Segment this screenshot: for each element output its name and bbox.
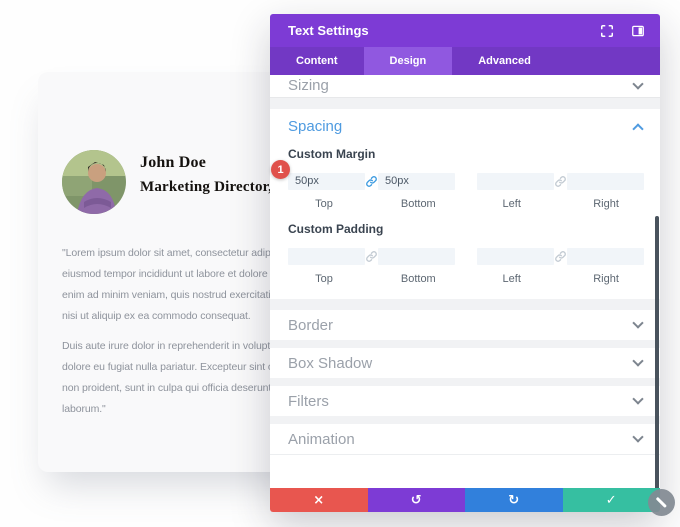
margin-left-label: Left [502, 198, 521, 210]
margin-top-input[interactable] [288, 172, 365, 190]
margin-right-label: Right [593, 198, 619, 210]
custom-padding-field-labels: Top Bottom Left Right [288, 273, 642, 285]
margin-bottom-input[interactable] [378, 172, 455, 190]
quote-line: non proident, sunt in culpa qui officia … [62, 382, 298, 394]
chevron-down-icon [632, 355, 644, 367]
undo-button[interactable]: ↺ [367, 488, 465, 512]
section-sizing-label: Sizing [288, 76, 329, 94]
unlink-values-icon[interactable] [554, 175, 567, 188]
custom-padding-label: Custom Padding [288, 222, 384, 236]
section-border[interactable]: Border [270, 310, 660, 340]
section-spacing-header[interactable]: Spacing [288, 118, 644, 135]
annotation-step-badge: 1 [271, 160, 290, 179]
padding-left-label: Left [502, 273, 521, 285]
modal-tab-bar: Content Design Advanced [270, 47, 660, 75]
unlink-values-icon[interactable] [554, 250, 567, 263]
dock-panel-icon[interactable] [631, 24, 645, 38]
padding-left-input[interactable] [477, 247, 554, 265]
padding-right-label: Right [593, 273, 619, 285]
chevron-down-icon [632, 78, 644, 90]
quote-line: enim ad minim veniam, quis nostrud exerc… [62, 289, 282, 301]
modal-title: Text Settings [288, 23, 369, 38]
quote-line: "Lorem ipsum dolor sit amet, consectetur… [62, 247, 297, 259]
section-animation-label: Animation [288, 430, 355, 448]
quote-line: eiusmod tempor incididunt ut labore et d… [62, 268, 303, 280]
padding-top-label: Top [315, 273, 333, 285]
quote-line: laborum." [62, 403, 106, 415]
section-spacing: Spacing Custom Margin [270, 109, 660, 299]
section-box-shadow-label: Box Shadow [288, 354, 373, 372]
section-border-label: Border [288, 316, 334, 334]
section-spacing-label: Spacing [288, 118, 343, 135]
testimonial-quote: "Lorem ipsum dolor sit amet, consectetur… [62, 243, 602, 420]
discard-button[interactable]: × [270, 488, 368, 512]
section-filters[interactable]: Filters [270, 386, 660, 416]
custom-margin-field-labels: Top Bottom Left Right [288, 198, 642, 210]
redo-button[interactable]: ↻ [465, 488, 563, 512]
help-row: ? Help [270, 454, 660, 488]
modal-body: Sizing Spacing Custom Margin [270, 75, 660, 488]
padding-top-input[interactable] [288, 247, 365, 265]
diagonal-line-icon [656, 497, 667, 508]
margin-left-input[interactable] [477, 172, 554, 190]
help-button[interactable]: ? Help [443, 470, 488, 488]
padding-right-input[interactable] [567, 247, 644, 265]
save-button[interactable]: ✓ [562, 488, 660, 512]
section-filters-label: Filters [288, 392, 329, 410]
quote-line: Duis aute irure dolor in reprehenderit i… [62, 340, 285, 352]
link-values-icon[interactable] [365, 175, 378, 188]
modal-scrollbar[interactable] [655, 216, 659, 488]
modal-header: Text Settings [270, 14, 660, 47]
cursor-indicator [648, 489, 675, 516]
avatar-photo [62, 150, 126, 214]
margin-right-input[interactable] [567, 172, 644, 190]
unlink-values-icon[interactable] [365, 250, 378, 263]
padding-bottom-label: Bottom [400, 273, 436, 285]
expand-icon[interactable] [600, 24, 614, 38]
margin-top-label: Top [315, 198, 333, 210]
tab-content[interactable]: Content [296, 55, 338, 67]
margin-bottom-label: Bottom [400, 198, 436, 210]
tab-advanced[interactable]: Advanced [478, 55, 531, 67]
chevron-down-icon [632, 317, 644, 329]
avatar [62, 150, 126, 214]
section-sizing[interactable]: Sizing [270, 75, 660, 98]
testimonial-role: Marketing Director, A [140, 179, 287, 195]
chevron-down-icon [632, 393, 644, 405]
quote-line: nisi ut aliquip ex ea commodo consequat. [62, 310, 251, 322]
chevron-up-icon [632, 122, 644, 135]
custom-padding-fields [288, 243, 644, 269]
chevron-down-icon [632, 431, 644, 443]
quote-line: dolore eu fugiat nulla pariatur. Excepte… [62, 361, 310, 373]
custom-margin-fields [288, 168, 644, 194]
section-animation[interactable]: Animation [270, 424, 660, 454]
tab-design[interactable]: Design [363, 47, 453, 75]
custom-margin-label: Custom Margin [288, 147, 376, 161]
text-settings-modal: Text Settings Content Design Advanced [270, 14, 660, 512]
section-box-shadow[interactable]: Box Shadow [270, 348, 660, 378]
testimonial-name: John Doe [140, 154, 207, 171]
modal-footer: × ↺ ↻ ✓ [270, 488, 660, 512]
padding-bottom-input[interactable] [378, 247, 455, 265]
